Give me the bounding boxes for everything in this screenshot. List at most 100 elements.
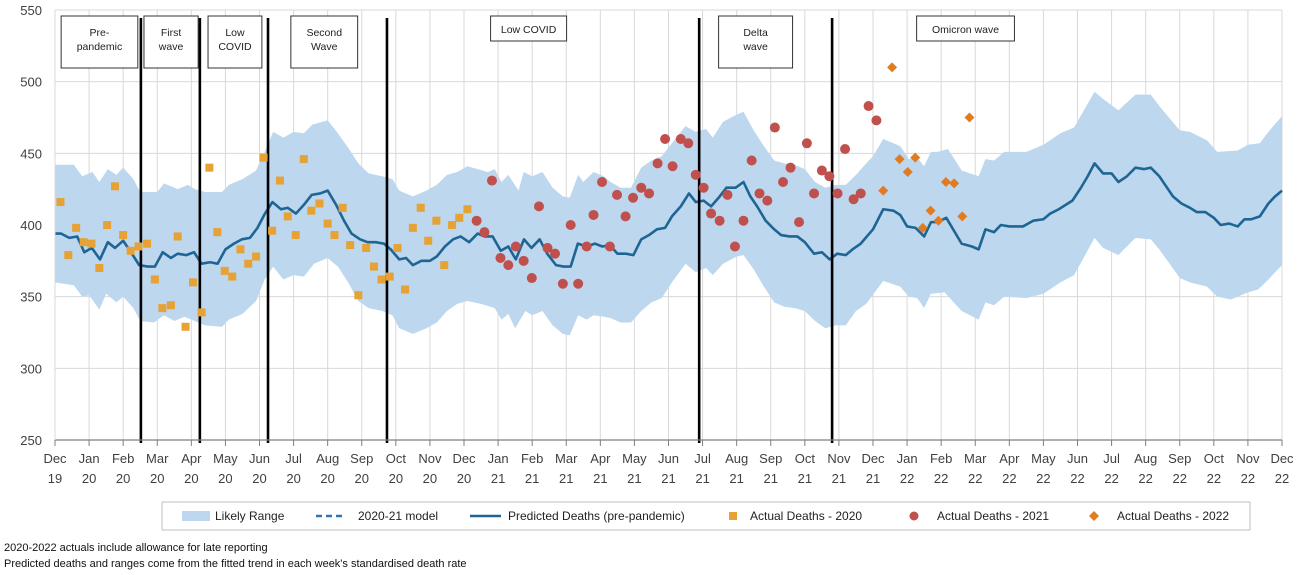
actual-2020-point [134, 242, 143, 251]
actual-2021-point [690, 169, 701, 180]
legend-frame [161, 501, 1251, 531]
actual-2021-point [518, 255, 529, 266]
actual-2020-point [291, 231, 300, 240]
actual-2021-point [832, 188, 843, 199]
x-tick-label-year: 21 [559, 471, 573, 486]
x-tick-label-year: 20 [82, 471, 96, 486]
actual-2020-point [150, 275, 159, 284]
x-tick-label-year: 21 [627, 471, 641, 486]
x-tick-label-year: 20 [423, 471, 437, 486]
legend-label-2020-21-model: 2020-21 model [358, 509, 438, 523]
x-tick-label-year: 21 [866, 471, 880, 486]
x-tick-label-month: Mar [964, 451, 987, 466]
phase-label-text: Second [306, 27, 342, 39]
actual-2020-point [393, 243, 402, 252]
y-tick-label: 500 [20, 75, 42, 90]
actual-2021-point [479, 227, 490, 238]
actual-2020-point [299, 155, 308, 164]
x-tick-label-month: Apr [590, 451, 611, 466]
x-tick-label-month: Jan [79, 451, 100, 466]
actual-2021-point [871, 115, 882, 126]
actual-2020-point [213, 228, 222, 237]
x-tick-label-year: 20 [150, 471, 164, 486]
actual-2021-point [801, 138, 812, 149]
actual-2020-point [401, 285, 410, 294]
actual-2021-point [816, 165, 827, 176]
actual-2020-point [228, 272, 237, 281]
actual-2021-point [636, 182, 647, 193]
actual-2020-point [416, 203, 425, 212]
actual-2020-point [244, 259, 253, 268]
actual-2020-point [424, 236, 433, 245]
phase-label-text: pandemic [77, 41, 123, 53]
x-tick-label-year: 22 [1173, 471, 1187, 486]
x-tick-label-year: 22 [1070, 471, 1084, 486]
actual-2022-point [917, 222, 928, 233]
phase-annotations: Pre-pandemic First wave Low COVID Second Wave L… [60, 15, 1015, 69]
actual-2020-point [377, 275, 386, 284]
phase-label-box [490, 15, 568, 42]
actual-2021-point [565, 220, 576, 230]
actual-2021-point [652, 158, 663, 169]
phase-label-box [916, 15, 1015, 42]
x-tick-label-month: Sep [1168, 451, 1191, 466]
legend-label-actual-2022: Actual Deaths - 2022 [1117, 509, 1229, 523]
actual-2022-point [940, 177, 951, 187]
actual-2020-point [370, 262, 379, 271]
actual-2021-point [526, 273, 537, 284]
actual-2021-point [510, 241, 521, 252]
x-tick-label-month: Jun [249, 451, 270, 466]
actual-2020-point [346, 241, 355, 250]
actual-2020-point [119, 231, 128, 240]
x-tick-label-month: Oct [386, 451, 407, 466]
actual-2020-point [315, 199, 324, 208]
x-tick-label-year: 22 [968, 471, 982, 486]
actual-2020-point [173, 232, 182, 241]
actual-2021-point [588, 209, 599, 220]
x-tick-label-year: 20 [457, 471, 471, 486]
x-tick-label-month: Nov [418, 451, 442, 466]
x-tick-label-year: 20 [184, 471, 198, 486]
actual-2020-point [143, 239, 152, 248]
actual-2022-point [894, 154, 905, 165]
actual-2021-point [628, 192, 639, 203]
x-tick-label-year: 20 [252, 471, 266, 486]
x-tick-label-year: 20 [320, 471, 334, 486]
phase-label-box [207, 15, 263, 69]
actual-2022-point [964, 112, 975, 123]
actual-2020-point [103, 221, 112, 229]
actual-2021-point [762, 195, 773, 206]
x-tick-label-year: 21 [593, 471, 607, 486]
actual-2021-point [824, 171, 835, 182]
predicted-line-layer [55, 162, 1283, 268]
actual-2022-point [933, 215, 944, 226]
x-tick-label-month: Jul [285, 451, 302, 466]
x-tick-label-year: 22 [1002, 471, 1016, 486]
phase-label-text: wave [158, 41, 184, 53]
actual-2020-point [110, 182, 119, 191]
actual-2022-point [925, 205, 936, 216]
x-tick-label-month: Aug [1134, 451, 1157, 466]
x-tick-label-year: 22 [900, 471, 914, 486]
actual-2021-point [698, 182, 709, 193]
x-tick-label-year: 21 [764, 471, 778, 486]
actual-2020-point [408, 223, 417, 232]
actual-2020-point [64, 251, 73, 260]
x-tick-label-year: 21 [661, 471, 675, 486]
actual-2021-point [706, 208, 717, 219]
actual-2021-point [533, 201, 544, 212]
phase-label-text: First [161, 27, 181, 39]
x-tick-label-month: Dec [1270, 451, 1294, 466]
legend-label-actual-2020: Actual Deaths - 2020 [750, 509, 862, 523]
y-tick-label: 350 [20, 290, 42, 305]
actual-2020-point [126, 246, 135, 255]
actual-2021-point [604, 241, 615, 252]
actual-2022-point [957, 211, 968, 222]
y-tick-label: 250 [20, 433, 42, 448]
phase-label-text: Omicron wave [932, 24, 999, 36]
actual-2020-point [166, 301, 175, 310]
likely-range-area [55, 91, 1282, 336]
actual-2021-point [769, 122, 780, 133]
x-tick-label-month: Nov [827, 451, 851, 466]
